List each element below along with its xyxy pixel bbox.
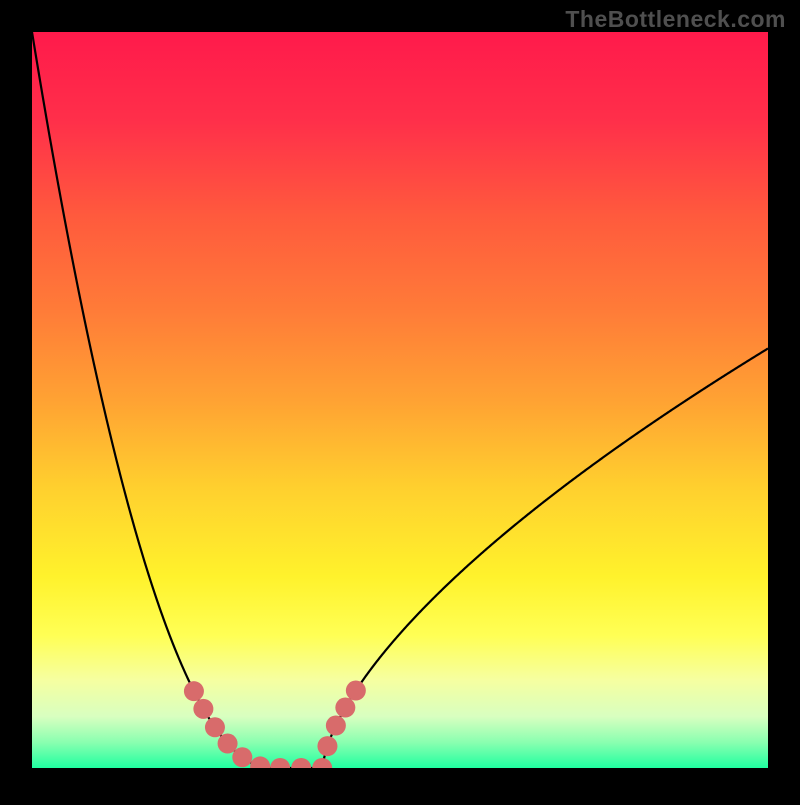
bottleneck-marker [326, 716, 346, 736]
bottleneck-marker [335, 698, 355, 718]
chart-frame: TheBottleneck.com [0, 0, 800, 800]
bottleneck-marker [184, 681, 204, 701]
bottleneck-marker [346, 681, 366, 701]
bottleneck-marker [232, 747, 252, 767]
bottleneck-marker [205, 717, 225, 737]
bottleneck-marker [317, 736, 337, 756]
bottleneck-chart-svg [0, 0, 800, 800]
bottleneck-marker [218, 734, 238, 754]
bottleneck-marker [193, 699, 213, 719]
gradient-plot-area [32, 32, 768, 768]
